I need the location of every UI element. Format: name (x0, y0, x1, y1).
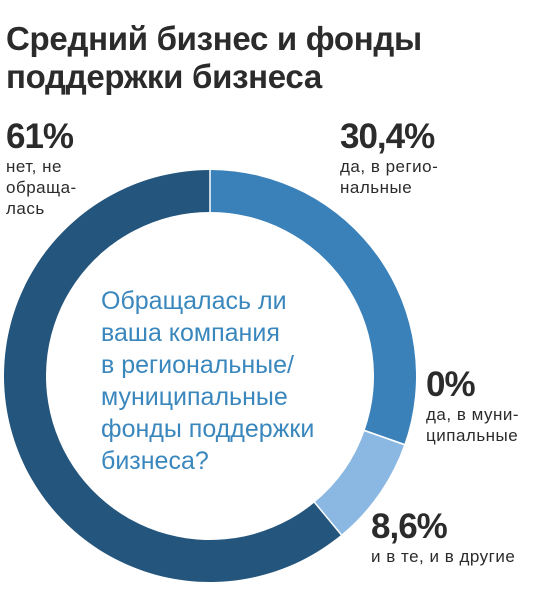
slice-value-municipal: 0% (426, 365, 476, 404)
slice-label-both: 8,6% и в те, и в другие (371, 508, 515, 567)
chart-title: Средний бизнес и фонды поддержки бизнеса (6, 20, 526, 96)
slice-label-regional: 30,4% да, в регио- нальные (340, 118, 438, 198)
slice-caption-regional-line-2: нальные (340, 178, 413, 197)
slice-separator-2 (363, 429, 406, 446)
slice-caption-no: нет, не обраща- лась (6, 156, 77, 219)
slice-caption-both: и в те, и в другие (371, 546, 515, 567)
slice-value-regional: 30,4% (340, 117, 435, 156)
question-line-4: муниципальные (101, 383, 288, 411)
question-line-5: фонды поддержки (101, 415, 315, 443)
slice-caption-municipal-line-2: ципальные (426, 426, 519, 445)
slice-separator-3 (313, 501, 343, 536)
slice-both-arc (314, 430, 405, 535)
slice-caption-municipal-line-1: да, в муни- (426, 405, 519, 424)
slice-regional-arc (210, 170, 416, 445)
slice-label-no: 61% нет, не обраща- лась (6, 118, 77, 219)
slice-label-municipal: 0% да, в муни- ципальные (426, 366, 519, 446)
slice-caption-no-line-1: нет, не (6, 157, 62, 176)
slice-no-arc (3, 170, 342, 582)
chart-title-line-2: поддержки бизнеса (6, 58, 322, 95)
slice-caption-no-line-2: обраща- (6, 178, 77, 197)
chart-question: Обращалась ли ваша компания в региональн… (101, 285, 381, 477)
chart-title-line-1: Средний бизнес и фонды (6, 20, 422, 57)
slice-caption-both-line-1: и в те, и в другие (371, 547, 516, 566)
slice-caption-no-line-3: лась (6, 199, 45, 218)
slice-caption-regional-line-1: да, в регио- (340, 157, 439, 176)
question-line-1: Обращалась ли (101, 287, 287, 315)
slice-caption-municipal: да, в муни- ципальные (426, 404, 519, 446)
question-line-3: в региональные/ (101, 351, 294, 379)
question-line-6: бизнеса? (101, 447, 209, 475)
slice-value-no: 61% (6, 117, 74, 156)
slice-caption-regional: да, в регио- нальные (340, 156, 438, 198)
slice-value-both: 8,6% (371, 507, 448, 546)
question-line-2: ваша компания (101, 319, 280, 347)
